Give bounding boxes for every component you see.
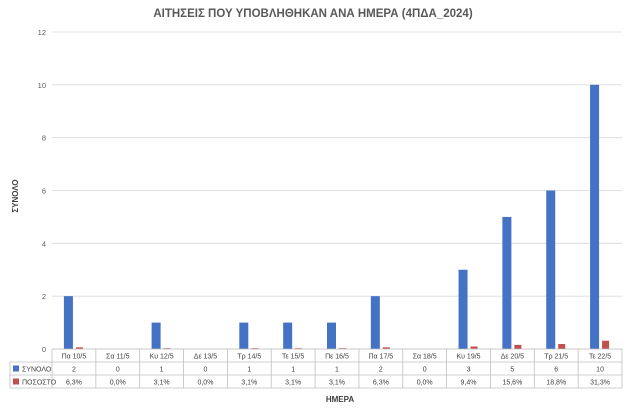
table-cell: 2 xyxy=(379,367,383,374)
bar-synolo xyxy=(502,216,512,349)
x-tick-label: Κυ 19/5 xyxy=(456,354,480,361)
bar-pososto xyxy=(163,348,171,349)
x-tick-label: Δε 13/5 xyxy=(194,354,217,361)
table-cell: 3,1% xyxy=(154,380,170,387)
bar-pososto xyxy=(558,344,566,349)
table-cell: 3,1% xyxy=(329,380,345,387)
table-cell: 5 xyxy=(510,367,514,374)
bar-pososto xyxy=(339,348,346,349)
x-tick-label: Κυ 12/5 xyxy=(150,354,174,361)
bar-synolo xyxy=(590,84,600,349)
table-cell: 0 xyxy=(116,367,120,374)
bars xyxy=(63,84,610,349)
bar-pososto xyxy=(75,347,83,349)
legend-label: ΠΟΣΟΣΤΟ xyxy=(22,380,57,387)
table-cell: 3,1% xyxy=(241,380,257,387)
table-cell: 31,3% xyxy=(590,380,610,387)
bar-pososto xyxy=(514,344,522,349)
table-cell: 2 xyxy=(72,367,76,374)
bar-synolo xyxy=(546,190,556,349)
bar-pososto xyxy=(251,348,259,349)
x-tick-label: Πε 16/5 xyxy=(325,354,349,361)
table-cell: 1 xyxy=(160,367,164,374)
y-axis-title: ΣΥΝΟΛΟ xyxy=(11,179,20,212)
bar-synolo xyxy=(239,322,249,349)
bar-synolo xyxy=(283,322,293,349)
table-cell: 1 xyxy=(335,367,339,374)
x-tick-label: Τε 15/5 xyxy=(282,354,304,361)
bar-pososto xyxy=(382,347,390,349)
bar-pososto xyxy=(602,340,610,349)
table-cell: 3,1% xyxy=(285,380,301,387)
data-table: Πα 10/5 Σα 11/5 Κυ 12/5 Δε 13/5 Τρ 14/5 Τε 15… xyxy=(9,348,623,389)
bar-synolo xyxy=(370,296,380,349)
x-tick-label: Σα 18/5 xyxy=(413,354,437,361)
legend-key xyxy=(13,365,19,372)
y-tick-label: 4 xyxy=(42,239,46,248)
bar-pososto xyxy=(470,346,478,349)
bar-synolo xyxy=(327,322,336,349)
table-cell: 9,4% xyxy=(461,380,477,387)
table-cell: 0 xyxy=(423,367,427,374)
table-cell: 6,3% xyxy=(373,380,389,387)
chart-title: ΑΙΤΗΣΕΙΣ ΠΟΥ ΥΠΟΒΛΗΘΗΚΑΝ ΑΝΑ ΗΜΕΡΑ (4ΠΔΑ… xyxy=(153,8,472,20)
y-tick-label: 8 xyxy=(42,134,46,143)
gridlines xyxy=(52,31,622,350)
table-cell: 0 xyxy=(204,367,208,374)
table-cell: 0,0% xyxy=(197,380,213,387)
table-cell: 1 xyxy=(291,367,295,374)
table-cell: 3 xyxy=(467,367,471,374)
x-tick-label: Πα 10/5 xyxy=(62,354,87,361)
bar-synolo xyxy=(458,269,468,349)
x-axis-title: ΗΜΕΡΑ xyxy=(326,395,355,404)
x-tick-label: Πα 17/5 xyxy=(369,354,394,361)
table-cell: 0,0% xyxy=(110,380,126,387)
legend-label: ΣΥΝΟΛΟ xyxy=(22,367,52,374)
y-tick-label: 12 xyxy=(38,28,46,37)
table-cell: 10 xyxy=(596,367,604,374)
bar-synolo xyxy=(151,322,161,349)
y-tick-label: 2 xyxy=(42,292,46,301)
y-tick-label: 6 xyxy=(42,187,46,196)
x-tick-label: Τρ 21/5 xyxy=(544,354,568,361)
x-tick-label: Τε 22/5 xyxy=(589,354,611,361)
x-tick-label: Τρ 14/5 xyxy=(237,354,261,361)
table-cell: 0,0% xyxy=(417,380,433,387)
y-tick-label: 10 xyxy=(38,81,46,90)
table-cell: 15,6% xyxy=(502,380,522,387)
legend-key xyxy=(13,378,19,385)
table-cell: 6 xyxy=(554,367,558,374)
x-tick-label: Δε 20/5 xyxy=(501,354,524,361)
bar-pososto xyxy=(295,348,303,349)
table-cell: 6,3% xyxy=(66,380,82,387)
x-tick-label: Σα 11/5 xyxy=(106,354,130,361)
table-cell: 18,8% xyxy=(546,380,566,387)
y-tick-label: 0 xyxy=(42,345,46,354)
bar-synolo xyxy=(63,296,73,349)
y-axis-ticks: 0 2 4 6 8 10 12 xyxy=(38,28,46,354)
table-cell: 1 xyxy=(247,367,251,374)
